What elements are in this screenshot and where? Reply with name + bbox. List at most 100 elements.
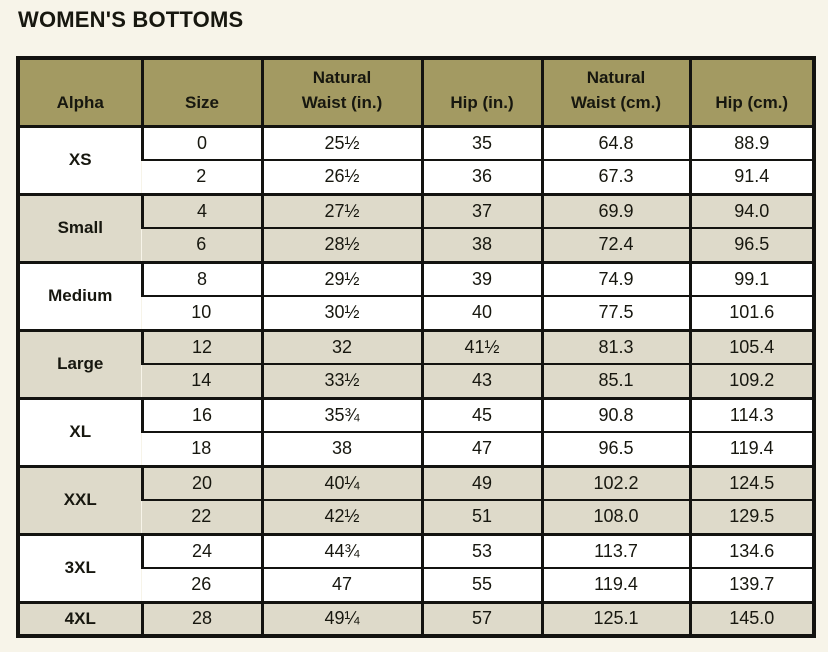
alpha-cell-xs: XS bbox=[18, 124, 142, 194]
alpha-cell-large: Large bbox=[18, 328, 142, 398]
table-row-size-10: 10 30½ 40 77.5 101.6 bbox=[18, 295, 814, 330]
column-header-alpha: Alpha bbox=[18, 58, 142, 128]
table-row-size-14: 14 33½ 43 85.1 109.2 bbox=[18, 363, 814, 398]
cell-hip_cm: 145.0 bbox=[688, 600, 814, 636]
table-row-size-12: Large 12 32 41½ 81.3 105.4 bbox=[18, 328, 814, 398]
cell-hip_cm: 119.4 bbox=[688, 431, 814, 466]
cell-hip_cm: 114.3 bbox=[688, 396, 814, 432]
cell-natural_waist_cm: 90.8 bbox=[540, 396, 690, 432]
cell-natural_waist_cm: 125.1 bbox=[540, 600, 690, 636]
cell-hip_in: 37 bbox=[420, 192, 542, 228]
cell-natural_waist_cm: 85.1 bbox=[540, 363, 690, 398]
alpha-cell-3xl: 3XL bbox=[18, 532, 142, 602]
cell-hip_in: 39 bbox=[420, 260, 542, 296]
cell-natural_waist_in: 42½ bbox=[260, 499, 422, 534]
page-title: WOMEN'S BOTTOMS bbox=[18, 7, 244, 32]
cell-hip_cm: 94.0 bbox=[688, 192, 814, 228]
alpha-cell-xxl: XXL bbox=[18, 464, 142, 534]
cell-natural_waist_in: 26½ bbox=[260, 159, 422, 194]
cell-size: 16 bbox=[140, 396, 262, 432]
cell-hip_cm: 129.5 bbox=[688, 499, 814, 534]
cell-natural_waist_cm: 81.3 bbox=[540, 328, 690, 364]
cell-natural_waist_in: 29½ bbox=[260, 260, 422, 296]
cell-hip_in: 57 bbox=[420, 600, 542, 636]
cell-size: 20 bbox=[140, 464, 262, 500]
table-row-size-20: XXL 20 40¼ 49 102.2 124.5 bbox=[18, 464, 814, 534]
cell-size: 26 bbox=[142, 567, 262, 602]
cell-hip_cm: 91.4 bbox=[688, 159, 814, 194]
table-row-size-24: 3XL 24 44¾ 53 113.7 134.6 bbox=[18, 532, 814, 602]
cell-natural_waist_in: 35¾ bbox=[260, 396, 422, 432]
cell-natural_waist_in: 38 bbox=[260, 431, 422, 466]
cell-hip_in: 41½ bbox=[420, 328, 542, 364]
cell-natural_waist_in: 25½ bbox=[260, 124, 422, 160]
table-header: Alpha Size Natural Waist (in.) Hip (in.) Nat… bbox=[18, 58, 814, 128]
alpha-cell-xl: XL bbox=[18, 396, 142, 466]
cell-natural_waist_in: 47 bbox=[260, 567, 422, 602]
cell-hip_in: 35 bbox=[420, 124, 542, 160]
cell-natural_waist_cm: 108.0 bbox=[540, 499, 690, 534]
cell-hip_cm: 96.5 bbox=[688, 227, 814, 262]
cell-hip_cm: 109.2 bbox=[688, 363, 814, 398]
cell-size: 14 bbox=[142, 363, 262, 398]
table-row-size-28: 4XL 28 49¼ 57 125.1 145.0 bbox=[18, 600, 814, 636]
cell-size: 28 bbox=[140, 600, 262, 636]
cell-size: 8 bbox=[140, 260, 262, 296]
cell-hip_in: 45 bbox=[420, 396, 542, 432]
cell-size: 18 bbox=[142, 431, 262, 466]
cell-size: 0 bbox=[140, 124, 262, 160]
cell-hip_cm: 139.7 bbox=[688, 567, 814, 602]
cell-size: 10 bbox=[142, 295, 262, 330]
alpha-cell-4xl: 4XL bbox=[18, 600, 142, 636]
cell-natural_waist_in: 44¾ bbox=[260, 532, 422, 568]
cell-hip_cm: 99.1 bbox=[688, 260, 814, 296]
table-row-size-4: Small 4 27½ 37 69.9 94.0 bbox=[18, 192, 814, 262]
cell-size: 24 bbox=[140, 532, 262, 568]
column-header-natural_waist_in: Natural Waist (in.) bbox=[260, 58, 422, 128]
cell-hip_in: 38 bbox=[420, 227, 542, 262]
cell-size: 6 bbox=[142, 227, 262, 262]
cell-hip_in: 51 bbox=[420, 499, 542, 534]
cell-natural_waist_cm: 113.7 bbox=[540, 532, 690, 568]
cell-hip_in: 43 bbox=[420, 363, 542, 398]
header-row: Alpha Size Natural Waist (in.) Hip (in.) Nat… bbox=[18, 58, 814, 128]
cell-size: 12 bbox=[140, 328, 262, 364]
table-row-size-16: XL 16 35¾ 45 90.8 114.3 bbox=[18, 396, 814, 466]
cell-hip_in: 49 bbox=[420, 464, 542, 500]
cell-hip_cm: 124.5 bbox=[688, 464, 814, 500]
cell-hip_in: 55 bbox=[420, 567, 542, 602]
cell-natural_waist_cm: 69.9 bbox=[540, 192, 690, 228]
column-header-natural_waist_cm: Natural Waist (cm.) bbox=[540, 58, 690, 128]
table-row-size-6: 6 28½ 38 72.4 96.5 bbox=[18, 227, 814, 262]
cell-hip_cm: 88.9 bbox=[688, 124, 814, 160]
cell-natural_waist_cm: 77.5 bbox=[540, 295, 690, 330]
cell-natural_waist_cm: 64.8 bbox=[540, 124, 690, 160]
table-row-size-8: Medium 8 29½ 39 74.9 99.1 bbox=[18, 260, 814, 330]
cell-natural_waist_in: 33½ bbox=[260, 363, 422, 398]
cell-size: 2 bbox=[142, 159, 262, 194]
cell-natural_waist_in: 30½ bbox=[260, 295, 422, 330]
cell-natural_waist_cm: 102.2 bbox=[540, 464, 690, 500]
cell-hip_cm: 105.4 bbox=[688, 328, 814, 364]
cell-size: 4 bbox=[140, 192, 262, 228]
cell-natural_waist_in: 27½ bbox=[260, 192, 422, 228]
alpha-cell-medium: Medium bbox=[18, 260, 142, 330]
cell-hip_in: 53 bbox=[420, 532, 542, 568]
cell-natural_waist_in: 28½ bbox=[260, 227, 422, 262]
cell-hip_in: 36 bbox=[420, 159, 542, 194]
cell-natural_waist_in: 49¼ bbox=[260, 600, 422, 636]
table-row-size-22: 22 42½ 51 108.0 129.5 bbox=[18, 499, 814, 534]
cell-hip_in: 40 bbox=[420, 295, 542, 330]
column-header-hip_in: Hip (in.) bbox=[420, 58, 542, 128]
size-chart-table: Alpha Size Natural Waist (in.) Hip (in.) Nat… bbox=[16, 56, 816, 638]
cell-natural_waist_cm: 72.4 bbox=[540, 227, 690, 262]
cell-natural_waist_cm: 67.3 bbox=[540, 159, 690, 194]
cell-natural_waist_in: 40¼ bbox=[260, 464, 422, 500]
cell-hip_cm: 101.6 bbox=[688, 295, 814, 330]
cell-hip_in: 47 bbox=[420, 431, 542, 466]
cell-size: 22 bbox=[142, 499, 262, 534]
table-row-size-26: 26 47 55 119.4 139.7 bbox=[18, 567, 814, 602]
column-header-size: Size bbox=[140, 58, 262, 128]
cell-hip_cm: 134.6 bbox=[688, 532, 814, 568]
cell-natural_waist_cm: 119.4 bbox=[540, 567, 690, 602]
